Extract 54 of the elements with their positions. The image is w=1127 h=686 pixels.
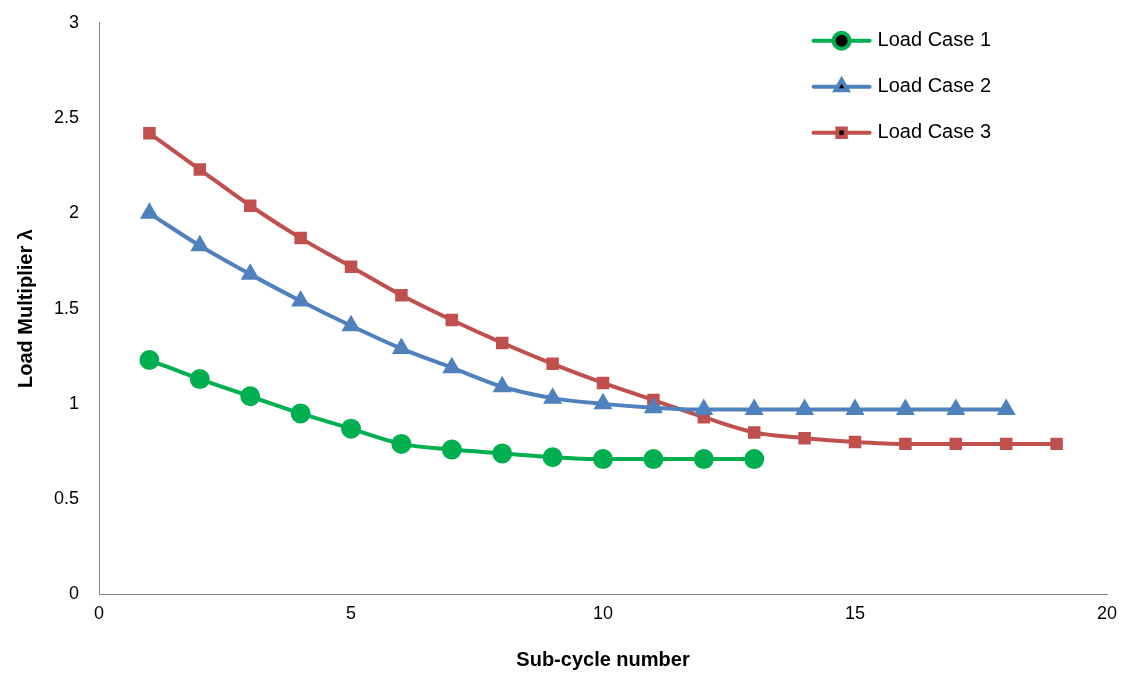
point — [240, 386, 261, 407]
point — [593, 449, 614, 470]
x-tick-label: 10 — [593, 603, 614, 624]
point — [542, 447, 563, 468]
x-tick-label: 15 — [844, 603, 866, 624]
point — [342, 316, 360, 332]
point — [344, 260, 358, 273]
y-axis-title: Load Multiplier λ — [13, 229, 36, 389]
point — [594, 394, 612, 410]
point — [143, 127, 156, 140]
point — [445, 313, 459, 327]
x-tick-label: 5 — [346, 603, 357, 624]
x-tick-label: 0 — [94, 603, 105, 624]
point — [643, 449, 664, 470]
point — [645, 398, 662, 414]
point — [294, 231, 307, 245]
legend-label: Load Case 2 — [877, 74, 991, 97]
point — [441, 439, 462, 460]
legend-label: Load Case 1 — [877, 28, 991, 51]
point — [243, 199, 257, 212]
x-tick-label: 20 — [1096, 603, 1118, 624]
point — [596, 376, 610, 390]
legend-label: Load Case 3 — [877, 120, 991, 143]
point — [949, 437, 963, 451]
y-tick-label: 1 — [69, 392, 80, 413]
point — [189, 369, 210, 390]
y-tick-label: 3 — [69, 11, 80, 32]
point — [292, 291, 309, 307]
point — [848, 435, 862, 449]
point — [341, 418, 362, 439]
point — [693, 449, 714, 470]
y-tick-label: 1.5 — [53, 297, 80, 318]
y-tick-label: 2 — [69, 202, 80, 223]
point — [899, 437, 912, 451]
point — [546, 357, 559, 371]
point — [747, 426, 761, 439]
y-tick-label: 2.5 — [53, 107, 80, 128]
point — [193, 163, 207, 176]
point — [999, 437, 1013, 451]
point — [492, 443, 513, 464]
point — [139, 350, 160, 371]
point — [242, 265, 259, 280]
point — [798, 431, 811, 445]
point — [1050, 437, 1063, 451]
point — [744, 449, 765, 470]
point — [141, 204, 158, 219]
x-axis-title: Sub-cycle number — [516, 647, 690, 670]
point — [395, 289, 408, 302]
point — [495, 336, 509, 350]
point — [290, 403, 311, 424]
y-tick-label: 0 — [69, 583, 80, 604]
y-tick-label: 0.5 — [53, 488, 80, 509]
point — [544, 389, 561, 404]
point — [391, 433, 412, 454]
